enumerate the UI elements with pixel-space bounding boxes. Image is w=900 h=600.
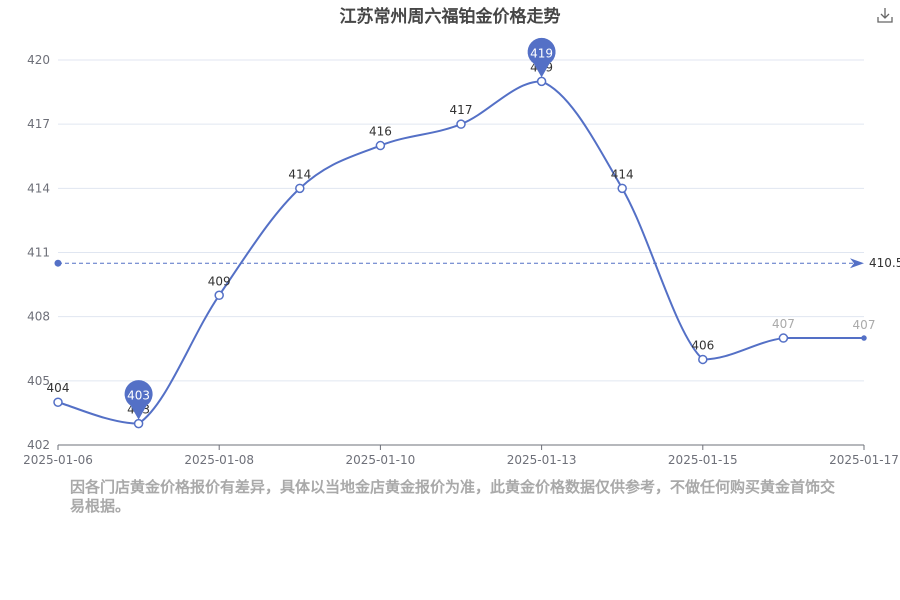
y-tick-label: 417	[27, 117, 50, 131]
download-icon	[877, 8, 893, 23]
download-button[interactable]	[876, 6, 894, 24]
y-tick-label: 420	[27, 53, 50, 67]
x-tick-label: 2025-01-06	[23, 453, 93, 467]
x-tick-label: 2025-01-08	[184, 453, 254, 467]
data-point	[375, 140, 386, 151]
x-tick-label: 2025-01-17	[829, 453, 899, 467]
data-label: 417	[450, 103, 473, 117]
y-tick-label: 414	[27, 181, 50, 195]
data-point	[861, 335, 867, 341]
chart-title: 江苏常州周六福铂金价格走势	[339, 7, 561, 27]
max-mark-pin	[527, 37, 556, 78]
data-point	[214, 290, 224, 301]
data-label: 416	[369, 125, 392, 139]
disclaimer-text: 因各门店黄金价格报价有差异，具体以当地金店黄金报价为准，此黄金价格数据仅供参考，…	[70, 478, 836, 515]
average-line-arrow	[850, 258, 864, 269]
data-label: 407	[853, 318, 876, 332]
min-mark-label: 403	[127, 389, 150, 403]
y-tick-label: 402	[27, 438, 50, 452]
average-line-label: 410.5	[869, 256, 900, 270]
data-point	[617, 183, 627, 194]
data-label: 414	[611, 167, 634, 181]
price-line-chart: 402 405 408 411 414 417 420 2025-01-06 2025-01-0…	[23, 37, 900, 467]
data-point	[778, 333, 789, 343]
data-point	[536, 76, 547, 87]
max-mark-label: 419	[530, 46, 553, 60]
x-tick-label: 2025-01-10	[346, 453, 416, 467]
data-point	[53, 397, 63, 407]
data-label: 414	[288, 167, 311, 181]
data-point	[295, 183, 305, 194]
data-label: 409	[208, 274, 231, 288]
y-tick-label: 408	[27, 310, 50, 324]
data-point	[456, 119, 466, 129]
x-tick-label: 2025-01-13	[507, 453, 577, 467]
data-label: 406	[691, 338, 714, 352]
min-mark-pin	[124, 380, 153, 420]
x-tick-label: 2025-01-15	[668, 453, 738, 467]
y-tick-label: 405	[27, 374, 50, 388]
y-tick-label: 411	[27, 246, 50, 260]
data-label: 407	[772, 317, 795, 331]
data-label: 404	[47, 381, 70, 395]
data-point	[698, 354, 708, 365]
data-point	[133, 418, 144, 429]
